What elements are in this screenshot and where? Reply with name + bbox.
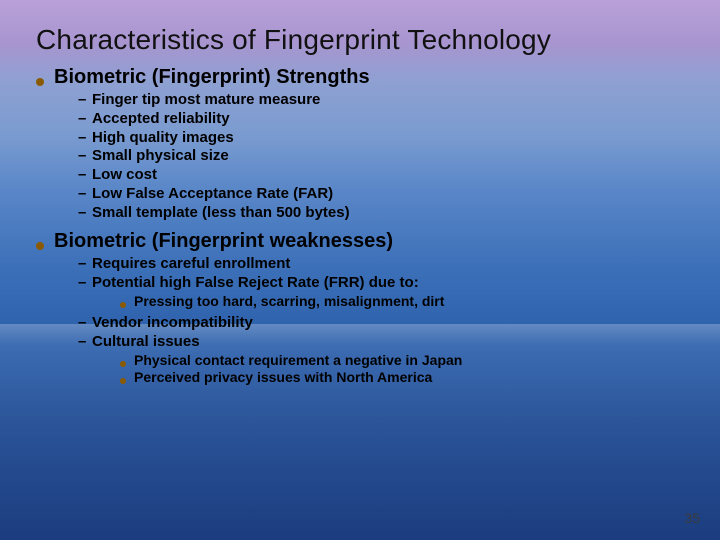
subsub-list: Physical contact requirement a negative … xyxy=(36,352,684,387)
bullet-dot-icon xyxy=(120,302,126,308)
sub-item-text: Low False Acceptance Rate (FAR) xyxy=(92,185,333,204)
sub-item: –Low False Acceptance Rate (FAR) xyxy=(78,185,684,204)
subsub-list: Pressing too hard, scarring, misalignmen… xyxy=(36,293,684,311)
sub-item-text: Cultural issues xyxy=(92,333,200,352)
slide-content: Characteristics of Fingerprint Technolog… xyxy=(0,0,720,540)
subsub-item-text: Physical contact requirement a negative … xyxy=(134,352,462,370)
dash-icon: – xyxy=(78,314,92,333)
sub-item-text: Requires careful enrollment xyxy=(92,255,290,274)
sub-item: –Small template (less than 500 bytes) xyxy=(78,204,684,223)
sub-item-text: Small physical size xyxy=(92,147,229,166)
dash-icon: – xyxy=(78,91,92,110)
sub-list: –Finger tip most mature measure–Accepted… xyxy=(36,91,684,222)
sub-item: –Requires careful enrollment xyxy=(78,255,684,274)
bullet-dot-icon xyxy=(36,78,44,86)
subsub-item-text: Pressing too hard, scarring, misalignmen… xyxy=(134,293,444,311)
sub-item: –Small physical size xyxy=(78,147,684,166)
page-number: 35 xyxy=(684,510,700,526)
dash-icon: – xyxy=(78,185,92,204)
sub-item-text: High quality images xyxy=(92,129,234,148)
dash-icon: – xyxy=(78,333,92,352)
subsub-item-text: Perceived privacy issues with North Amer… xyxy=(134,369,432,387)
dash-icon: – xyxy=(78,129,92,148)
sub-item: –Accepted reliability xyxy=(78,110,684,129)
sub-item: –Finger tip most mature measure xyxy=(78,91,684,110)
sub-item: –High quality images xyxy=(78,129,684,148)
bullet-dot-icon xyxy=(120,378,126,384)
sub-item-text: Vendor incompatibility xyxy=(92,314,253,333)
slide-title: Characteristics of Fingerprint Technolog… xyxy=(36,24,684,56)
dash-icon: – xyxy=(78,274,92,293)
sub-item-text: Small template (less than 500 bytes) xyxy=(92,204,350,223)
sub-item-text: Finger tip most mature measure xyxy=(92,91,320,110)
sub-item-text: Potential high False Reject Rate (FRR) d… xyxy=(92,274,419,293)
bullet-dot-icon xyxy=(120,361,126,367)
sub-item-text: Accepted reliability xyxy=(92,110,230,129)
dash-icon: – xyxy=(78,255,92,274)
section-heading-text: Biometric (Fingerprint) Strengths xyxy=(54,66,370,89)
subsub-item: Physical contact requirement a negative … xyxy=(120,352,684,370)
section-heading: Biometric (Fingerprint weaknesses) xyxy=(36,230,684,253)
body-container: Biometric (Fingerprint) Strengths–Finger… xyxy=(36,66,684,387)
sub-item: –Potential high False Reject Rate (FRR) … xyxy=(78,274,684,293)
sub-list: –Requires careful enrollment–Potential h… xyxy=(36,255,684,387)
dash-icon: – xyxy=(78,204,92,223)
sub-item: –Vendor incompatibility xyxy=(78,314,684,333)
subsub-item: Pressing too hard, scarring, misalignmen… xyxy=(120,293,684,311)
dash-icon: – xyxy=(78,110,92,129)
sub-item-text: Low cost xyxy=(92,166,157,185)
subsub-item: Perceived privacy issues with North Amer… xyxy=(120,369,684,387)
sub-item: –Cultural issues xyxy=(78,333,684,352)
bullet-dot-icon xyxy=(36,242,44,250)
sub-item: –Low cost xyxy=(78,166,684,185)
slide: Characteristics of Fingerprint Technolog… xyxy=(0,0,720,540)
section-heading-text: Biometric (Fingerprint weaknesses) xyxy=(54,230,393,253)
dash-icon: – xyxy=(78,166,92,185)
section-heading: Biometric (Fingerprint) Strengths xyxy=(36,66,684,89)
dash-icon: – xyxy=(78,147,92,166)
